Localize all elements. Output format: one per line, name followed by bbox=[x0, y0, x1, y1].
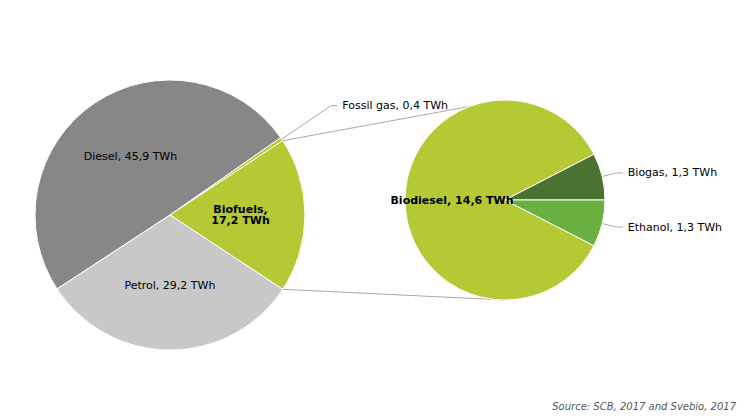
svg-text:Source: SCB, 2017 and Svebio,: Source: SCB, 2017 and Svebio, 2017 bbox=[552, 401, 736, 412]
svg-text:17,2 TWh: 17,2 TWh bbox=[211, 214, 269, 227]
svg-text:Biofuels,: Biofuels, bbox=[213, 203, 268, 216]
svg-text:Biodiesel, 14,6 TWh: Biodiesel, 14,6 TWh bbox=[390, 194, 513, 207]
svg-text:Biogas, 1,3 TWh: Biogas, 1,3 TWh bbox=[628, 166, 717, 179]
svg-text:Petrol, 29,2 TWh: Petrol, 29,2 TWh bbox=[124, 279, 215, 292]
svg-text:Fossil gas, 0,4 TWh: Fossil gas, 0,4 TWh bbox=[342, 99, 448, 112]
svg-text:Ethanol, 1,3 TWh: Ethanol, 1,3 TWh bbox=[628, 221, 722, 234]
svg-text:Diesel, 45,9 TWh: Diesel, 45,9 TWh bbox=[84, 150, 177, 163]
